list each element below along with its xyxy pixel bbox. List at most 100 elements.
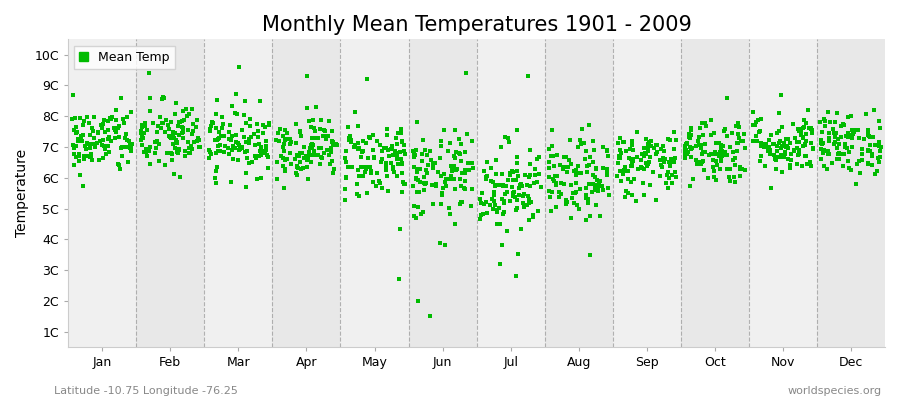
Point bbox=[872, 158, 886, 165]
Point bbox=[244, 134, 258, 140]
Point bbox=[379, 145, 393, 152]
Point bbox=[283, 136, 297, 142]
Title: Monthly Mean Temperatures 1901 - 2009: Monthly Mean Temperatures 1901 - 2009 bbox=[262, 15, 691, 35]
Point bbox=[544, 153, 558, 160]
Point bbox=[86, 135, 101, 141]
Point bbox=[238, 139, 253, 146]
Point bbox=[854, 157, 868, 164]
Point bbox=[814, 138, 828, 144]
Point bbox=[67, 162, 81, 168]
Point bbox=[814, 146, 829, 153]
Point bbox=[792, 147, 806, 154]
Point bbox=[479, 174, 493, 180]
Point bbox=[752, 128, 767, 134]
Point bbox=[799, 120, 814, 126]
Point bbox=[865, 153, 879, 160]
Point bbox=[488, 201, 502, 208]
Point bbox=[842, 132, 857, 138]
Point bbox=[156, 120, 170, 127]
Point bbox=[519, 182, 534, 188]
Point bbox=[355, 149, 369, 156]
Point bbox=[212, 128, 226, 135]
Point bbox=[725, 157, 740, 164]
Point bbox=[650, 149, 664, 156]
Point bbox=[101, 143, 115, 149]
Point bbox=[108, 135, 122, 142]
Point bbox=[138, 123, 152, 129]
Point bbox=[487, 198, 501, 204]
Point bbox=[509, 273, 524, 280]
Point bbox=[806, 130, 820, 136]
Point bbox=[624, 163, 638, 169]
Point bbox=[814, 137, 829, 143]
Point bbox=[511, 192, 526, 198]
Point bbox=[545, 126, 560, 133]
Point bbox=[158, 129, 173, 135]
Point bbox=[653, 157, 668, 164]
Point bbox=[714, 158, 728, 165]
Point bbox=[269, 136, 284, 143]
Point bbox=[449, 167, 464, 173]
Point bbox=[108, 126, 122, 133]
Point bbox=[704, 151, 718, 158]
Point bbox=[293, 128, 308, 134]
Point bbox=[363, 163, 377, 170]
Point bbox=[82, 140, 96, 147]
Point bbox=[322, 152, 337, 158]
Point bbox=[87, 141, 102, 148]
Point bbox=[861, 127, 876, 134]
Point bbox=[732, 135, 746, 141]
Point bbox=[70, 138, 85, 144]
Point bbox=[492, 182, 507, 188]
Point bbox=[439, 176, 454, 182]
Point bbox=[325, 158, 339, 164]
Point bbox=[588, 182, 602, 188]
Point bbox=[96, 154, 111, 161]
Point bbox=[668, 168, 682, 175]
Point bbox=[613, 168, 627, 174]
Point bbox=[109, 125, 123, 131]
Point bbox=[351, 146, 365, 152]
Point bbox=[391, 141, 405, 148]
Point bbox=[732, 123, 746, 130]
Point bbox=[465, 186, 480, 192]
Point bbox=[164, 119, 178, 125]
Point bbox=[595, 183, 609, 190]
Point bbox=[238, 170, 253, 176]
Point bbox=[753, 143, 768, 149]
Point bbox=[706, 164, 720, 170]
Point bbox=[238, 149, 252, 155]
Point bbox=[433, 240, 447, 247]
Point bbox=[409, 175, 423, 182]
Point bbox=[612, 154, 626, 160]
Point bbox=[706, 156, 720, 163]
Point bbox=[486, 179, 500, 186]
Point bbox=[528, 172, 543, 178]
Point bbox=[208, 137, 222, 144]
Point bbox=[863, 134, 878, 140]
Point bbox=[566, 189, 580, 196]
Point bbox=[492, 221, 507, 228]
Point bbox=[122, 138, 137, 144]
Point bbox=[80, 140, 94, 146]
Point bbox=[772, 110, 787, 117]
Point bbox=[566, 168, 580, 174]
Point bbox=[866, 134, 880, 141]
Point bbox=[143, 95, 157, 102]
Point bbox=[176, 118, 190, 124]
Point bbox=[278, 127, 293, 133]
Point bbox=[386, 163, 400, 170]
Point bbox=[165, 157, 179, 163]
Point bbox=[716, 142, 730, 149]
Point bbox=[857, 135, 871, 142]
Point bbox=[552, 194, 566, 200]
Point bbox=[372, 177, 386, 184]
Point bbox=[212, 148, 227, 154]
Point bbox=[68, 127, 82, 134]
Point bbox=[307, 128, 321, 134]
Point bbox=[617, 166, 632, 173]
Point bbox=[365, 179, 380, 186]
Point bbox=[706, 168, 721, 174]
Point bbox=[350, 191, 365, 198]
Point bbox=[297, 155, 311, 161]
